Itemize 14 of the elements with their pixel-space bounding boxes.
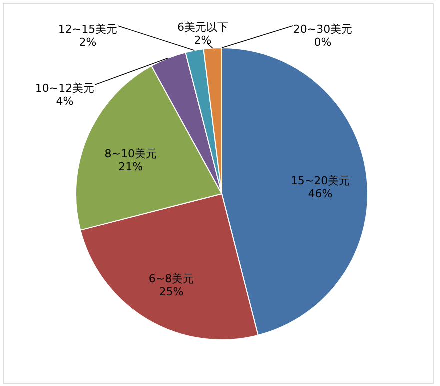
data-label: 25% — [159, 285, 184, 298]
data-label: 4% — [56, 95, 74, 108]
slice-label: 6美元以下 — [178, 21, 228, 34]
data-label: 21% — [118, 160, 144, 174]
category-label: 20~30美元 — [293, 23, 353, 36]
data-label: 46% — [308, 188, 333, 201]
slice-label: 10~12美元 — [35, 82, 95, 95]
text: 0% — [314, 36, 332, 49]
slice-label: 12~15美元 — [58, 23, 118, 36]
slice-label: 6~8美元 — [148, 272, 194, 286]
slice-label: 15~20美元 — [290, 174, 350, 188]
slice-label: 8~10美元 — [104, 148, 157, 161]
data-label: 2% — [194, 34, 212, 47]
data-label: 2% — [79, 36, 97, 49]
